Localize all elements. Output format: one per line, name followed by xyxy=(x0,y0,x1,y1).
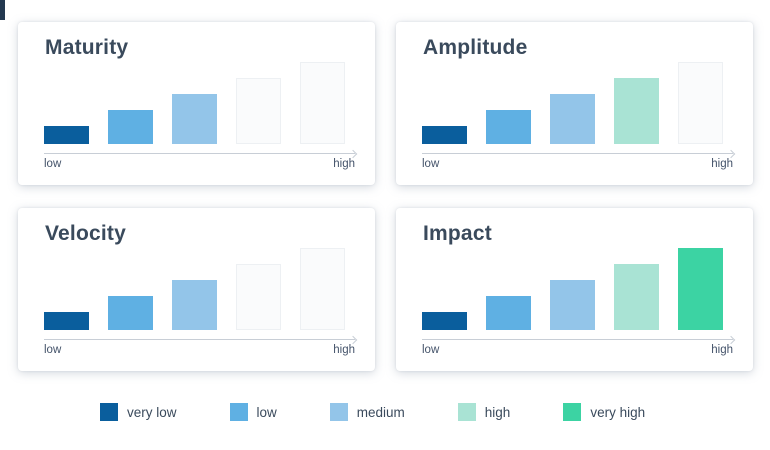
axis-line xyxy=(422,153,733,154)
panel-title: Amplitude xyxy=(423,36,528,59)
panel-title: Maturity xyxy=(45,36,129,59)
bar-very-high xyxy=(300,62,345,144)
legend-item: very low xyxy=(100,403,177,421)
legend-item-label: high xyxy=(484,404,511,420)
bar-group xyxy=(18,208,375,330)
bar-group xyxy=(396,22,753,144)
rating-panel-card: Impact low high xyxy=(396,208,753,371)
legend-swatch-icon xyxy=(457,403,476,421)
bar-medium xyxy=(550,94,595,144)
bar-medium xyxy=(550,280,595,330)
bar-very-high xyxy=(678,248,723,330)
axis-label-high: high xyxy=(711,158,733,170)
legend-item: medium xyxy=(329,403,405,421)
legend-swatch-icon xyxy=(100,403,118,421)
legend-item: very high xyxy=(563,403,645,421)
axis-line xyxy=(422,339,733,340)
axis-label-high: high xyxy=(333,344,355,356)
axis-arrow-icon xyxy=(726,335,736,344)
legend-item: low xyxy=(229,403,277,421)
bar-very-low xyxy=(422,312,467,330)
bar-group xyxy=(18,22,375,144)
rating-panel-card: Amplitude low high xyxy=(396,22,753,185)
legend-item: high xyxy=(457,403,511,421)
bar-medium xyxy=(172,280,217,330)
legend-item-label: medium xyxy=(356,404,405,420)
axis-arrow-icon xyxy=(348,149,358,158)
corner-decoration xyxy=(0,0,5,20)
bar-high xyxy=(236,78,281,144)
legend: very low low medium high very high xyxy=(100,403,645,421)
legend-item-label: low xyxy=(256,404,277,420)
bar-high xyxy=(236,264,281,330)
bar-low xyxy=(486,296,531,330)
bar-medium xyxy=(172,94,217,144)
axis-arrow-icon xyxy=(726,149,736,158)
panel-title: Velocity xyxy=(45,222,126,245)
legend-swatch-icon xyxy=(229,403,248,421)
legend-swatch-icon xyxy=(563,403,582,421)
bar-low xyxy=(108,296,153,330)
axis-line xyxy=(44,153,355,154)
bar-high xyxy=(614,78,659,144)
axis-label-low: low xyxy=(44,158,62,170)
bar-low xyxy=(486,110,531,144)
axis-label-low: low xyxy=(44,344,62,356)
rating-panel-card: Velocity low high xyxy=(18,208,375,371)
axis-label-low: low xyxy=(422,158,440,170)
bar-low xyxy=(108,110,153,144)
bar-very-low xyxy=(44,312,89,330)
legend-item-label: very high xyxy=(590,404,646,420)
bar-very-low xyxy=(422,126,467,144)
axis-line xyxy=(44,339,355,340)
bar-group xyxy=(396,208,753,330)
axis-label-high: high xyxy=(711,344,733,356)
panel-title: Impact xyxy=(423,222,492,245)
bar-very-high xyxy=(678,62,723,144)
legend-swatch-icon xyxy=(329,403,348,421)
axis-arrow-icon xyxy=(348,335,358,344)
axis-label-high: high xyxy=(333,158,355,170)
rating-panels-grid: Maturity low high Amplitude low high Vel… xyxy=(18,22,753,371)
bar-high xyxy=(614,264,659,330)
axis-label-low: low xyxy=(422,344,440,356)
bar-very-high xyxy=(300,248,345,330)
legend-item-label: very low xyxy=(127,404,177,420)
rating-panel-card: Maturity low high xyxy=(18,22,375,185)
bar-very-low xyxy=(44,126,89,144)
